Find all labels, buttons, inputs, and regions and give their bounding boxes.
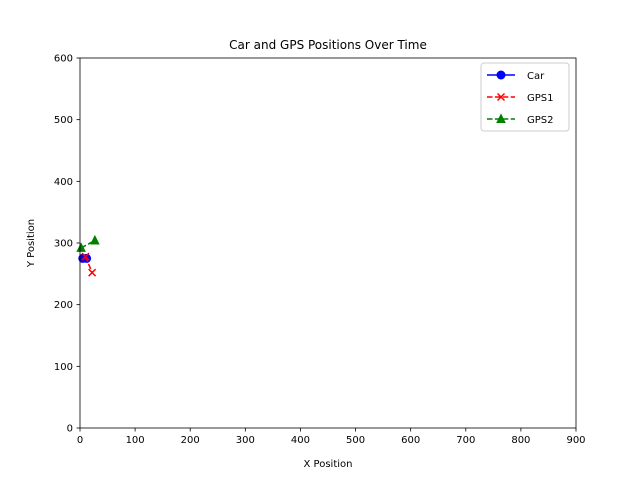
x-tick-label: 0 [77, 435, 83, 446]
legend-label-gps2: GPS2 [527, 115, 554, 126]
legend-box [480, 62, 570, 132]
y-tick-label: 300 [54, 239, 73, 250]
series-layer [76, 234, 100, 277]
y-axis-label: Y Position [26, 219, 37, 268]
y-tick-label: 100 [54, 362, 73, 373]
x-tick-label: 800 [511, 435, 530, 446]
legend-item-car: Car [487, 70, 545, 82]
x-tick-label: 900 [566, 435, 585, 446]
legend-label-gps1: GPS1 [527, 93, 554, 104]
data-point-gps2 [90, 234, 100, 245]
series-line-gps1 [84, 256, 93, 273]
y-tick-label: 500 [54, 115, 73, 126]
legend-item-gps2: GPS2 [487, 113, 554, 126]
y-axis: 0 100 200 300 400 500 600 [54, 54, 80, 435]
x-tick-label: 500 [346, 435, 365, 446]
x-tick-label: 100 [126, 435, 145, 446]
series-gps1 [81, 252, 97, 277]
legend-label-car: Car [527, 71, 545, 82]
series-gps2 [76, 234, 100, 252]
y-tick-label: 200 [54, 300, 73, 311]
x-axis-label: X Position [304, 459, 353, 470]
legend: Car GPS1 GPS2 [480, 62, 570, 132]
data-point-gps2 [76, 242, 86, 252]
x-tick-label: 300 [236, 435, 255, 446]
chart-title: Car and GPS Positions Over Time [229, 38, 427, 52]
x-tick-label: 200 [181, 435, 200, 446]
data-point-gps1 [88, 268, 97, 277]
legend-marker-gps2 [496, 113, 506, 123]
x-tick-label: 600 [401, 435, 420, 446]
x-axis: 0 100 200 300 400 500 600 700 800 900 [77, 428, 586, 446]
x-tick-label: 400 [291, 435, 310, 446]
x-tick-label: 700 [456, 435, 475, 446]
y-tick-label: 400 [54, 177, 73, 188]
legend-item-gps1: GPS1 [487, 92, 554, 104]
legend-marker-car [496, 70, 506, 80]
y-tick-label: 600 [54, 54, 73, 65]
y-tick-label: 0 [67, 424, 73, 435]
legend-marker-gps1 [496, 92, 506, 102]
data-point-gps1 [81, 252, 90, 261]
